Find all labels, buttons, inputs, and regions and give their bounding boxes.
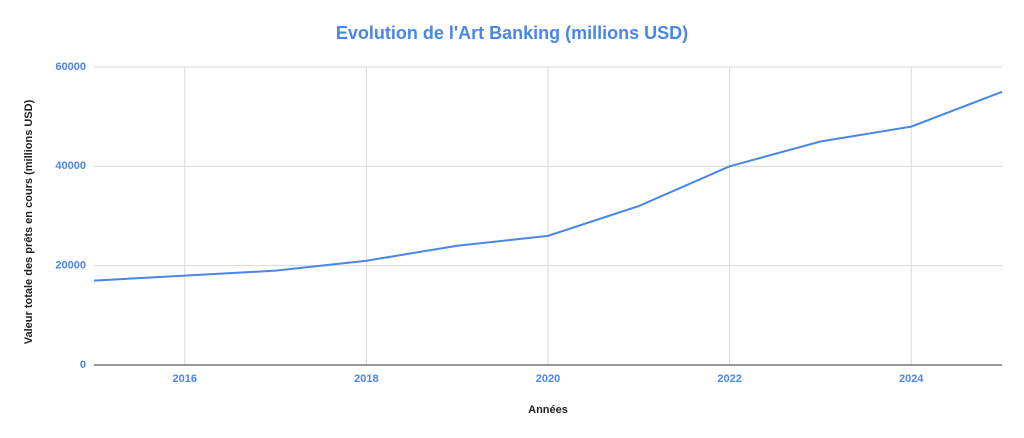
line	[93, 90, 1003, 282]
y-tick-label: 20000	[55, 260, 86, 272]
x-tick-label: 2018	[354, 373, 378, 385]
y-tick-label: 40000	[55, 160, 86, 172]
x-tick-label: 2022	[717, 373, 741, 385]
x-axis-label: Années	[528, 404, 568, 416]
y-tick-label: 0	[80, 359, 86, 371]
chart-title: Evolution de l'Art Banking (millions USD…	[336, 23, 688, 43]
y-tick-label: 60000	[55, 61, 86, 73]
x-tick-label: 2016	[173, 373, 197, 385]
y-axis-label: Valeur totale des prêts en cours (millio…	[23, 99, 35, 344]
x-tick-label: 2024	[899, 373, 924, 385]
x-tick-label: 2020	[536, 373, 560, 385]
